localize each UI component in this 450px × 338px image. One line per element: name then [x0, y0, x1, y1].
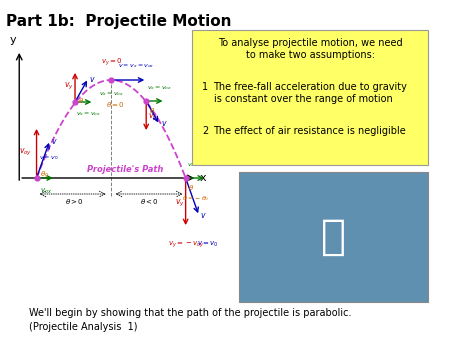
Text: $v=v_0$: $v=v_0$: [197, 240, 219, 249]
Text: $\theta>0$: $\theta>0$: [65, 197, 84, 206]
Text: $\theta<0$: $\theta<0$: [140, 197, 159, 206]
Text: 2: 2: [202, 126, 208, 136]
Text: $\theta$: $\theta$: [78, 96, 84, 105]
Text: $v_{oy}$: $v_{oy}$: [19, 146, 32, 158]
Text: 🏃: 🏃: [321, 216, 346, 258]
Text: y: y: [10, 35, 16, 45]
FancyBboxPatch shape: [238, 172, 428, 302]
Text: $v=v_x=v_{ox}$: $v=v_x=v_{ox}$: [118, 62, 155, 70]
Text: To analyse projectile motion, we need
to make two assumptions:: To analyse projectile motion, we need to…: [218, 38, 402, 59]
Text: $\theta$: $\theta$: [149, 106, 155, 115]
Text: Projectile's Path: Projectile's Path: [86, 165, 163, 174]
FancyBboxPatch shape: [192, 30, 428, 165]
Text: Part 1b:  Projectile Motion: Part 1b: Projectile Motion: [6, 14, 231, 29]
Text: $\theta=0$: $\theta=0$: [106, 100, 125, 109]
Text: $v_x=v_{ox}$: $v_x=v_{ox}$: [187, 161, 212, 169]
Text: $\theta_0$: $\theta_0$: [40, 170, 50, 180]
Text: $\theta$: $\theta$: [188, 183, 194, 192]
Text: $v_y$: $v_y$: [64, 80, 74, 92]
Text: $v$: $v$: [200, 211, 207, 219]
Text: (Projectile Analysis  1): (Projectile Analysis 1): [29, 322, 137, 332]
Text: $v$: $v$: [51, 137, 58, 145]
Text: $v_{ox}$: $v_{ox}$: [40, 187, 53, 196]
Text: $v_y=0$: $v_y=0$: [101, 56, 123, 68]
Text: $v=v_0$: $v=v_0$: [40, 154, 59, 162]
Text: $v_y$: $v_y$: [148, 112, 158, 123]
Text: 1: 1: [202, 82, 208, 92]
Text: $v_x=v_{ox}$: $v_x=v_{ox}$: [76, 110, 101, 118]
Text: $v_y=-v_{oy}$: $v_y=-v_{oy}$: [168, 240, 205, 250]
Text: $v_x=v_{ox}$: $v_x=v_{ox}$: [99, 90, 124, 98]
Text: The effect of air resistance is negligible: The effect of air resistance is negligib…: [214, 126, 406, 136]
Text: $v$: $v$: [90, 74, 96, 83]
Text: $v_y$: $v_y$: [175, 197, 185, 209]
Text: The free-fall acceleration due to gravity
is constant over the range of motion: The free-fall acceleration due to gravit…: [214, 82, 407, 104]
Text: $\theta=-\theta_0$: $\theta=-\theta_0$: [182, 194, 209, 203]
Text: We'll begin by showing that the path of the projectile is parabolic.: We'll begin by showing that the path of …: [29, 308, 351, 318]
Text: $v_x=v_{ox}$: $v_x=v_{ox}$: [147, 84, 172, 92]
Text: $v$: $v$: [161, 120, 167, 128]
Text: x: x: [200, 173, 207, 183]
